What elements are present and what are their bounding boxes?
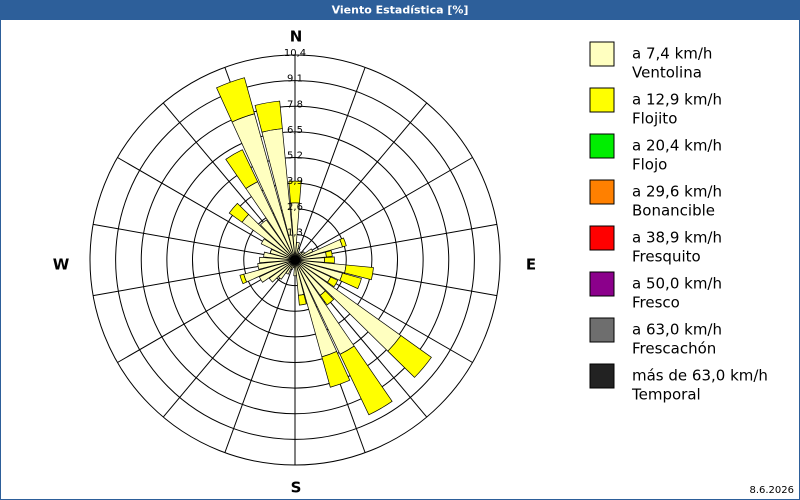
legend-description: Flojito [632,110,677,128]
legend-swatch [589,133,615,159]
legend-description: Ventolina [632,64,702,82]
ring-label: 5,2 [287,151,303,162]
sector [260,238,296,261]
legend-swatch [589,317,615,343]
ring-label: 2,6 [287,202,303,213]
chart-title: Viento Estadística [%] [332,4,469,17]
legend-label: a 50,0 km/h [632,275,722,293]
compass-label: E [526,256,536,274]
sector [254,100,283,133]
sector [339,272,362,290]
compass-label: W [53,256,70,274]
title-bar [0,0,800,20]
legend-swatch [589,179,615,205]
compass-label: N [290,28,303,46]
legend-label: más de 63,0 km/h [632,367,768,385]
legend-swatch [589,363,615,389]
legend-description: Fresco [632,294,680,312]
sector [257,259,296,270]
sector [277,259,296,280]
legend-swatch [589,41,615,67]
sector [293,259,297,277]
legend-swatch [589,271,615,297]
sector [344,264,374,281]
sector [339,345,393,416]
compass-label: S [291,479,302,497]
legend-swatch [589,225,615,251]
ring [166,131,424,389]
legend-label: a 20,4 km/h [632,137,722,155]
legend-description: Bonancible [632,202,715,220]
ring [140,105,450,415]
ring [89,54,501,466]
legend-label: a 63,0 km/h [632,321,722,339]
sector [216,77,255,123]
sector [288,180,302,204]
sector [324,256,335,264]
ring [192,157,398,363]
sector [239,273,248,285]
date: 8.6.2026 [749,485,794,496]
ring-label: 9,1 [287,74,303,85]
legend-label: a 12,9 km/h [632,91,722,109]
sector [319,290,335,306]
sector [321,351,351,388]
ring-label: 3,9 [287,176,303,187]
sector [325,250,333,258]
sector [268,259,296,283]
sector [259,219,296,261]
sector [298,293,307,306]
legend-label: a 29,6 km/h [632,183,722,201]
ring-label: 7,8 [287,99,303,110]
legend-description: Temporal [631,386,701,404]
legend-swatch [589,87,615,113]
sector [228,202,250,223]
legend-description: Frescachón [632,340,716,358]
sector [327,276,339,288]
ring-label: 1,3 [287,227,303,238]
sector [259,256,296,264]
ring-label: 6,5 [287,125,303,136]
legend-label: a 7,4 km/h [632,45,712,63]
legend-description: Fresquito [632,248,701,266]
legend-description: Flojo [632,156,667,174]
ring [115,80,475,440]
sector [339,237,347,248]
sector [225,149,259,190]
ring-label: 10,4 [284,48,306,59]
sector [387,335,432,378]
legend-label: a 38,9 km/h [632,229,722,247]
sector [258,259,296,283]
